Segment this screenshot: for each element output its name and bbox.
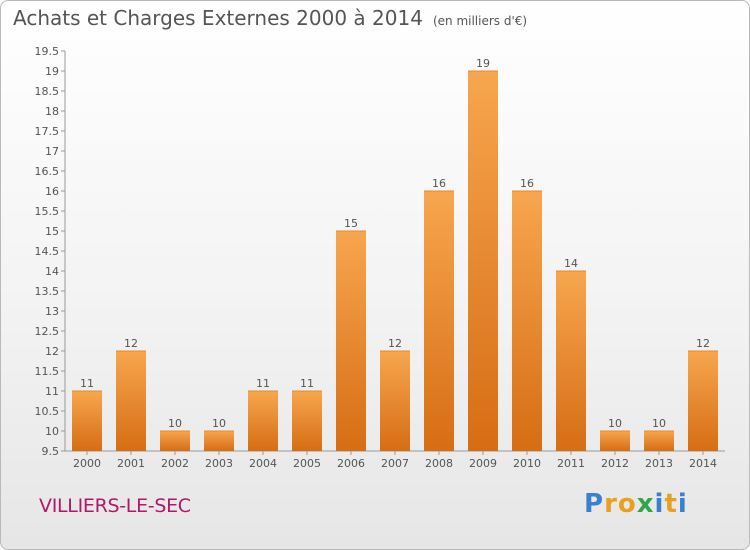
bar-2014 [688, 351, 718, 451]
x-tick-label: 2010 [513, 457, 541, 470]
y-tick-label: 19 [45, 65, 59, 78]
data-label: 15 [344, 217, 358, 230]
x-tick-label: 2004 [249, 457, 277, 470]
x-tick-label: 2000 [73, 457, 101, 470]
y-tick-label: 10 [45, 425, 59, 438]
x-tick-label: 2005 [293, 457, 321, 470]
location-label: VILLIERS-LE-SEC [39, 495, 191, 517]
bar-2009 [468, 71, 498, 451]
x-tick-label: 2014 [689, 457, 717, 470]
y-tick-label: 17.5 [35, 125, 60, 138]
y-tick-label: 15 [45, 225, 59, 238]
y-tick-label: 19.5 [35, 45, 60, 58]
x-tick-label: 2001 [117, 457, 145, 470]
y-tick-label: 18 [45, 105, 59, 118]
logo-letter: r [604, 489, 618, 519]
x-tick-label: 2007 [381, 457, 409, 470]
y-tick-label: 12.5 [35, 325, 60, 338]
logo-letter: o [617, 489, 637, 519]
bar-2012 [600, 431, 630, 451]
y-tick-label: 18.5 [35, 85, 60, 98]
x-tick-label: 2013 [645, 457, 673, 470]
logo-letter: i [654, 489, 665, 519]
bar-2005 [292, 391, 322, 451]
bar-2011 [556, 271, 586, 451]
data-label: 14 [564, 257, 578, 270]
y-tick-label: 10.5 [35, 405, 60, 418]
data-label: 10 [168, 417, 182, 430]
x-tick-label: 2002 [161, 457, 189, 470]
logo-letter: i [677, 489, 688, 519]
data-label: 10 [212, 417, 226, 430]
y-tick-label: 14.5 [35, 245, 60, 258]
data-label: 12 [388, 337, 402, 350]
bar-2001 [116, 351, 146, 451]
data-label: 11 [80, 377, 94, 390]
data-label: 16 [432, 177, 446, 190]
data-label: 11 [256, 377, 270, 390]
y-tick-label: 13.5 [35, 285, 60, 298]
data-label: 19 [476, 57, 490, 70]
x-tick-label: 2011 [557, 457, 585, 470]
y-tick-label: 16.5 [35, 165, 60, 178]
proxiti-logo: Proxiti [584, 489, 688, 519]
chart-title-text: Achats et Charges Externes 2000 à 2014 [13, 6, 423, 30]
chart-data-labels: 11 12 10 10 11 11 15 12 16 19 16 14 10 10 12 [80, 57, 710, 430]
data-label: 12 [124, 337, 138, 350]
data-label: 12 [696, 337, 710, 350]
y-tick-label: 11.5 [35, 365, 60, 378]
y-tick-label: 12 [45, 345, 59, 358]
bar-2007 [380, 351, 410, 451]
bar-2013 [644, 431, 674, 451]
x-tick-label: 2003 [205, 457, 233, 470]
y-tick-label: 14 [45, 265, 59, 278]
x-tick-label: 2008 [425, 457, 453, 470]
y-tick-label: 15.5 [35, 205, 60, 218]
y-tick-label: 9.5 [42, 445, 60, 458]
chart-axes: 9.5 10 10.5 11 11.5 12 12.5 13 13.5 14 14.5 15 15.5 1… [35, 45, 725, 470]
data-label: 10 [652, 417, 666, 430]
data-label: 11 [300, 377, 314, 390]
logo-letter: P [584, 489, 605, 519]
data-label: 10 [608, 417, 622, 430]
x-tick-label: 2012 [601, 457, 629, 470]
bar-2004 [248, 391, 278, 451]
y-tick-label: 16 [45, 185, 59, 198]
bar-2008 [424, 191, 454, 451]
bar-2002 [160, 431, 190, 451]
logo-letter: x [636, 489, 655, 519]
y-tick-label: 13 [45, 305, 59, 318]
bar-2006 [336, 231, 366, 451]
bar-2010 [512, 191, 542, 451]
y-tick-label: 11 [45, 385, 59, 398]
chart-bars [72, 70, 718, 451]
bar-2000 [72, 391, 102, 451]
bar-2003 [204, 431, 234, 451]
y-tick-label: 17 [45, 145, 59, 158]
chart-title: Achats et Charges Externes 2000 à 2014 (e… [13, 6, 527, 30]
data-label: 16 [520, 177, 534, 190]
x-tick-label: 2006 [337, 457, 365, 470]
x-tick-label: 2009 [469, 457, 497, 470]
chart-unit: (en milliers d'€) [432, 14, 528, 28]
logo-letter: t [664, 489, 678, 519]
